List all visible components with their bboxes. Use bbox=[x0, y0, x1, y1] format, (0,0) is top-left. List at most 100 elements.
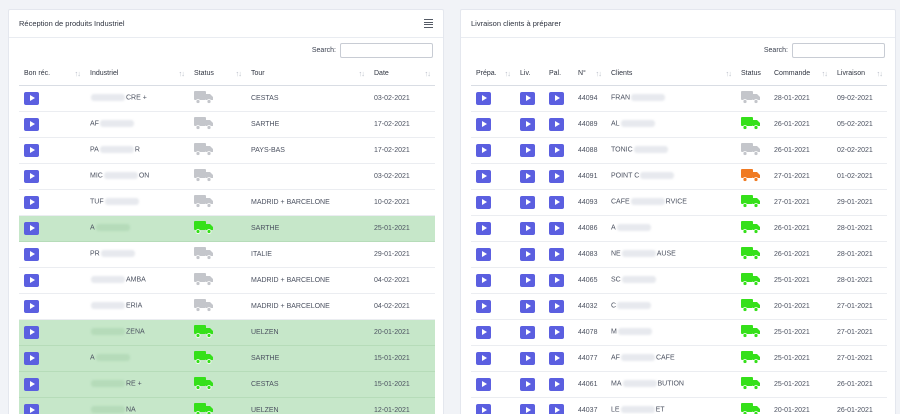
play-icon[interactable] bbox=[476, 325, 491, 339]
play-icon[interactable] bbox=[520, 377, 535, 391]
play-icon[interactable] bbox=[520, 117, 535, 131]
table-row[interactable]: RE + CESTAS 15-01-2021 bbox=[19, 371, 435, 398]
table-row[interactable]: 44088 TONIC 26-01-2021 02-02-2021 bbox=[471, 137, 887, 164]
sort-icon[interactable]: ↑↓ bbox=[178, 69, 185, 78]
play-icon[interactable] bbox=[476, 247, 491, 261]
table-row[interactable]: 44077 AF CAFE 25-01-2021 27-01-2021 bbox=[471, 345, 887, 372]
play-icon[interactable] bbox=[24, 403, 39, 414]
table-row[interactable]: TUF MADRID + BARCELONE 10-02-2021 bbox=[19, 189, 435, 216]
play-icon[interactable] bbox=[520, 299, 535, 313]
table-row[interactable]: PR ITALIE 29-01-2021 bbox=[19, 241, 435, 268]
table-row[interactable]: 44083 NE AUSE 26-01-2021 28-01-2021 bbox=[471, 241, 887, 268]
play-icon[interactable] bbox=[520, 351, 535, 365]
play-icon[interactable] bbox=[549, 325, 564, 339]
table-row[interactable]: 44093 CAFE RVICE 27-01-2021 29-01-2021 bbox=[471, 189, 887, 216]
sort-icon[interactable]: ↑↓ bbox=[74, 69, 81, 78]
table-row[interactable]: 44032 C 20-01-2021 27-01-2021 bbox=[471, 293, 887, 320]
play-icon[interactable] bbox=[476, 117, 491, 131]
play-icon[interactable] bbox=[24, 377, 39, 391]
play-icon[interactable] bbox=[476, 221, 491, 235]
column-header[interactable]: Liv. bbox=[515, 63, 544, 86]
play-icon[interactable] bbox=[24, 91, 39, 105]
play-icon[interactable] bbox=[549, 403, 564, 414]
search-input[interactable] bbox=[792, 43, 885, 58]
sort-icon[interactable]: ↑↓ bbox=[504, 69, 511, 78]
play-icon[interactable] bbox=[476, 273, 491, 287]
play-icon[interactable] bbox=[520, 91, 535, 105]
play-icon[interactable] bbox=[476, 143, 491, 157]
sort-icon[interactable]: ↑↓ bbox=[235, 69, 242, 78]
play-icon[interactable] bbox=[549, 221, 564, 235]
play-icon[interactable] bbox=[476, 299, 491, 313]
table-row[interactable]: NA UELZEN 12-01-2021 bbox=[19, 397, 435, 414]
play-icon[interactable] bbox=[549, 247, 564, 261]
table-row[interactable]: PA R PAYS-BAS 17-02-2021 bbox=[19, 137, 435, 164]
table-row[interactable]: 44037 LE ET 20-01-2021 26-01-2021 bbox=[471, 397, 887, 414]
column-header[interactable]: Status bbox=[736, 63, 769, 86]
table-row[interactable]: CRE + CESTAS 03-02-2021 bbox=[19, 85, 435, 112]
column-header[interactable]: Prépa. ↑↓ bbox=[471, 63, 515, 86]
play-icon[interactable] bbox=[549, 169, 564, 183]
sort-icon[interactable]: ↑↓ bbox=[358, 69, 365, 78]
play-icon[interactable] bbox=[520, 247, 535, 261]
play-icon[interactable] bbox=[549, 377, 564, 391]
play-icon[interactable] bbox=[476, 403, 491, 414]
play-icon[interactable] bbox=[520, 403, 535, 414]
column-header[interactable]: Livraison ↑↓ bbox=[832, 63, 887, 86]
play-icon[interactable] bbox=[24, 169, 39, 183]
column-header[interactable]: Industriel ↑↓ bbox=[85, 63, 189, 86]
table-row[interactable]: A SARTHE 25-01-2021 bbox=[19, 215, 435, 242]
play-icon[interactable] bbox=[24, 351, 39, 365]
column-header[interactable]: Pal. bbox=[544, 63, 573, 86]
play-icon[interactable] bbox=[549, 117, 564, 131]
table-row[interactable]: 44065 SC 25-01-2021 28-01-2021 bbox=[471, 267, 887, 294]
play-icon[interactable] bbox=[549, 273, 564, 287]
table-row[interactable]: A SARTHE 15-01-2021 bbox=[19, 345, 435, 372]
play-icon[interactable] bbox=[520, 195, 535, 209]
play-icon[interactable] bbox=[549, 143, 564, 157]
column-header[interactable]: Clients ↑↓ bbox=[606, 63, 736, 86]
column-header[interactable]: Bon réc. ↑↓ bbox=[19, 63, 85, 86]
column-header[interactable]: Commande ↑↓ bbox=[769, 63, 832, 86]
table-row[interactable]: AMBA MADRID + BARCELONE 04-02-2021 bbox=[19, 267, 435, 294]
sort-icon[interactable]: ↑↓ bbox=[424, 69, 431, 78]
play-icon[interactable] bbox=[24, 273, 39, 287]
play-icon[interactable] bbox=[476, 377, 491, 391]
sort-icon[interactable]: ↑↓ bbox=[876, 69, 883, 78]
play-icon[interactable] bbox=[520, 143, 535, 157]
column-header[interactable]: Status ↑↓ bbox=[189, 63, 246, 86]
play-icon[interactable] bbox=[24, 195, 39, 209]
play-icon[interactable] bbox=[549, 195, 564, 209]
table-row[interactable]: 44091 POINT C 27-01-2021 01-02-2021 bbox=[471, 163, 887, 190]
sort-icon[interactable]: ↑↓ bbox=[725, 69, 732, 78]
play-icon[interactable] bbox=[549, 351, 564, 365]
play-icon[interactable] bbox=[24, 221, 39, 235]
play-icon[interactable] bbox=[520, 325, 535, 339]
table-row[interactable]: 44061 MA BUTION 25-01-2021 26-01-2021 bbox=[471, 371, 887, 398]
play-icon[interactable] bbox=[549, 299, 564, 313]
table-row[interactable]: 44089 AL 26-01-2021 05-02-2021 bbox=[471, 111, 887, 138]
table-row[interactable]: 44086 A 26-01-2021 28-01-2021 bbox=[471, 215, 887, 242]
play-icon[interactable] bbox=[520, 169, 535, 183]
table-row[interactable]: ZENA UELZEN 20-01-2021 bbox=[19, 319, 435, 346]
table-row[interactable]: MIC ON 03-02-2021 bbox=[19, 163, 435, 190]
play-icon[interactable] bbox=[24, 143, 39, 157]
column-header[interactable]: N° ↑↓ bbox=[573, 63, 606, 86]
play-icon[interactable] bbox=[24, 325, 39, 339]
column-header[interactable]: Tour ↑↓ bbox=[246, 63, 369, 86]
play-icon[interactable] bbox=[24, 117, 39, 131]
play-icon[interactable] bbox=[549, 91, 564, 105]
play-icon[interactable] bbox=[476, 351, 491, 365]
table-row[interactable]: 44094 FRAN 28-01-2021 09-02-2021 bbox=[471, 85, 887, 112]
play-icon[interactable] bbox=[476, 91, 491, 105]
table-row[interactable]: AF SARTHE 17-02-2021 bbox=[19, 111, 435, 138]
search-input[interactable] bbox=[340, 43, 433, 58]
sort-icon[interactable]: ↑↓ bbox=[595, 69, 602, 78]
table-row[interactable]: 44078 M 25-01-2021 27-01-2021 bbox=[471, 319, 887, 346]
play-icon[interactable] bbox=[476, 169, 491, 183]
play-icon[interactable] bbox=[520, 273, 535, 287]
sort-icon[interactable]: ↑↓ bbox=[821, 69, 828, 78]
table-row[interactable]: ERIA MADRID + BARCELONE 04-02-2021 bbox=[19, 293, 435, 320]
menu-icon[interactable] bbox=[424, 19, 433, 28]
column-header[interactable]: Date ↑↓ bbox=[369, 63, 435, 86]
